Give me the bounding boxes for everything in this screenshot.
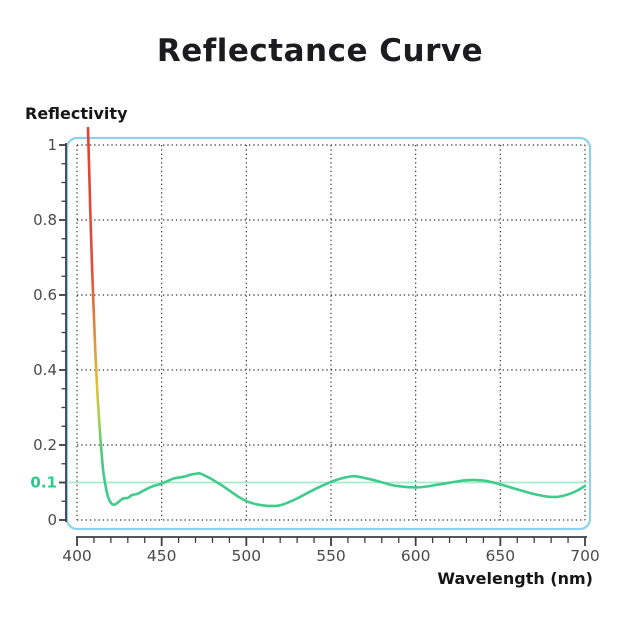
- x-tick-label: 650: [486, 547, 516, 565]
- x-tick-label: 600: [401, 547, 431, 565]
- y-tick-label: 0.6: [33, 286, 57, 304]
- chart-title: Reflectance Curve: [156, 33, 484, 69]
- x-axis-title: Wavelength (nm): [437, 569, 593, 588]
- y-tick-label: 1: [47, 136, 57, 154]
- plot-border: [65, 136, 592, 531]
- x-tick-label: 450: [147, 547, 177, 565]
- y-tick-label: 0: [47, 511, 57, 529]
- y-tick-label: 0.8: [33, 211, 57, 229]
- x-tick-label: 400: [62, 547, 92, 565]
- x-tick-label: 500: [232, 547, 262, 565]
- y-tick-label: 0.4: [33, 361, 57, 379]
- y-tick-label: 0.2: [33, 436, 57, 454]
- x-tick-label: 550: [316, 547, 346, 565]
- y-axis-title: Reflectivity: [25, 104, 128, 123]
- y-tick-label-highlight: 0.1: [30, 474, 57, 492]
- reflectance-curve: [86, 126, 587, 508]
- x-tick-label: 700: [570, 547, 600, 565]
